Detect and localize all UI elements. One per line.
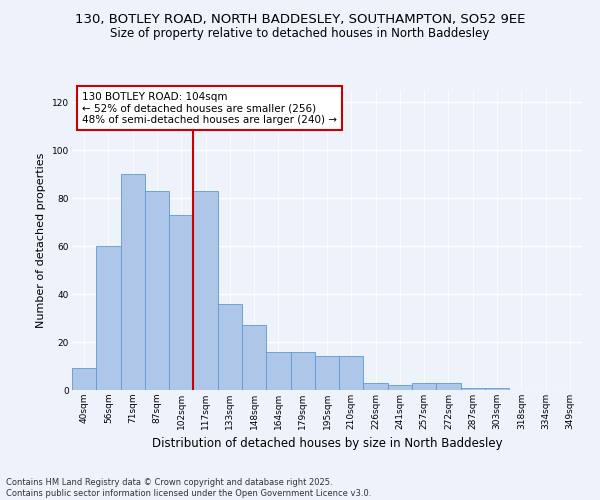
Bar xyxy=(339,356,364,390)
Text: Contains HM Land Registry data © Crown copyright and database right 2025.
Contai: Contains HM Land Registry data © Crown c… xyxy=(6,478,371,498)
Text: 130 BOTLEY ROAD: 104sqm
← 52% of detached houses are smaller (256)
48% of semi-d: 130 BOTLEY ROAD: 104sqm ← 52% of detache… xyxy=(82,92,337,124)
Bar xyxy=(72,368,96,390)
Bar xyxy=(436,383,461,390)
Bar xyxy=(121,174,145,390)
Bar xyxy=(485,388,509,390)
Bar xyxy=(218,304,242,390)
Bar xyxy=(242,325,266,390)
Bar xyxy=(388,385,412,390)
Bar xyxy=(266,352,290,390)
Bar xyxy=(290,352,315,390)
Text: Size of property relative to detached houses in North Baddesley: Size of property relative to detached ho… xyxy=(110,28,490,40)
Bar xyxy=(169,215,193,390)
Y-axis label: Number of detached properties: Number of detached properties xyxy=(37,152,46,328)
Text: 130, BOTLEY ROAD, NORTH BADDESLEY, SOUTHAMPTON, SO52 9EE: 130, BOTLEY ROAD, NORTH BADDESLEY, SOUTH… xyxy=(75,12,525,26)
Bar xyxy=(315,356,339,390)
Bar xyxy=(96,246,121,390)
X-axis label: Distribution of detached houses by size in North Baddesley: Distribution of detached houses by size … xyxy=(152,438,502,450)
Bar xyxy=(145,191,169,390)
Bar xyxy=(364,383,388,390)
Bar xyxy=(461,388,485,390)
Bar xyxy=(193,191,218,390)
Bar xyxy=(412,383,436,390)
